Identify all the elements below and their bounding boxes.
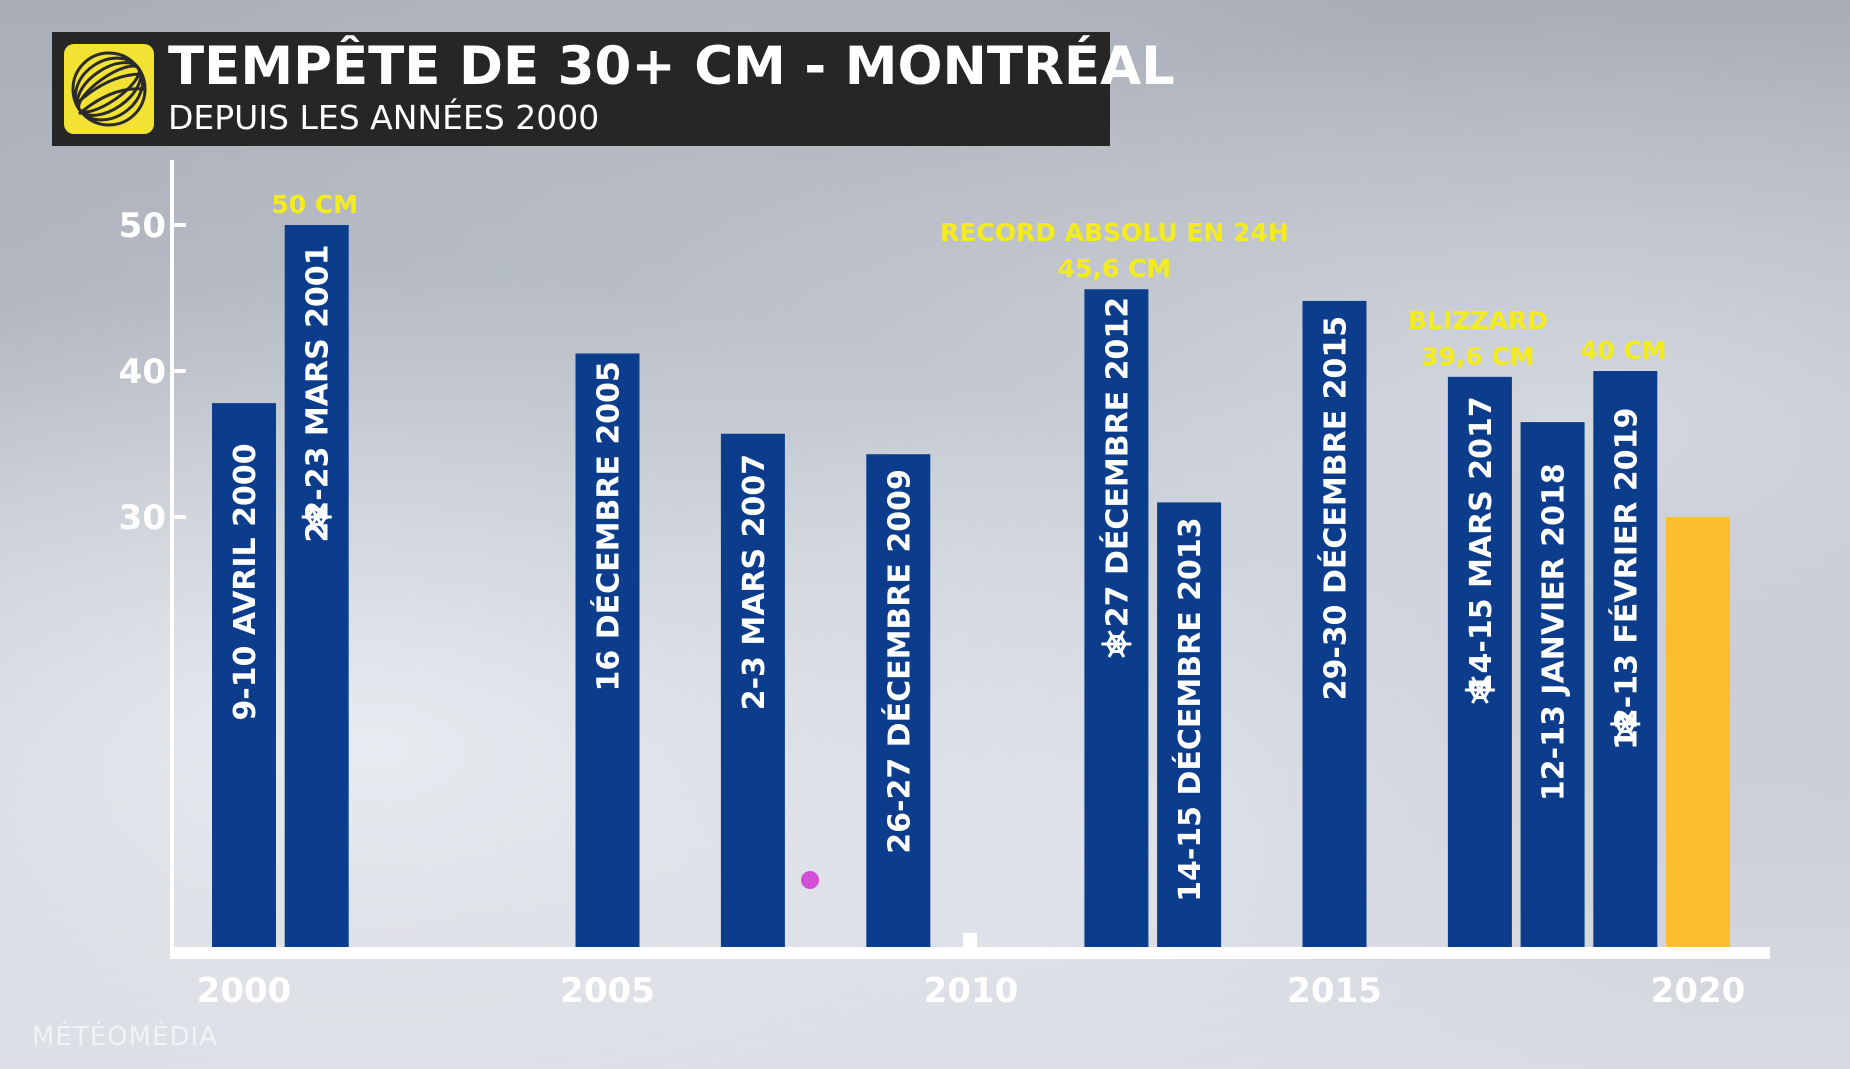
snowflake-icon (1101, 630, 1132, 658)
bar (866, 454, 931, 955)
bar (212, 403, 276, 955)
annotation-label: 40 CM (1580, 336, 1667, 365)
highlight-bar (1666, 517, 1730, 955)
bar (1447, 376, 1512, 956)
title-banner: TEMPÊTE DE 30+ CM - MONTRÉAL DEPUIS LES … (52, 32, 1175, 146)
x-tick-label: 2015 (1287, 971, 1382, 1011)
bar (1157, 502, 1222, 955)
snowflake-icon (1610, 710, 1641, 738)
y-tick-label: 40 (119, 352, 166, 392)
brand-watermark: MÉTÉOMÉDIA (32, 1022, 218, 1052)
snowflake-icon (1464, 676, 1495, 704)
y-tick-label: 50 (119, 206, 166, 246)
bar-label: 9-10 AVRIL 2000 (228, 443, 263, 720)
x-axis-notch (963, 933, 977, 949)
chart-subtitle: DEPUIS LES ANNÉES 2000 (168, 98, 600, 137)
bar (1593, 371, 1658, 955)
y-tick-label: 30 (119, 498, 166, 538)
bar-label: 22-23 MARS 2001 (301, 244, 336, 542)
logo-icon (64, 44, 154, 134)
bar-label: 14-15 MARS 2017 (1464, 396, 1499, 694)
annotation-label: BLIZZARD (1408, 306, 1548, 335)
bar-label: 2-3 MARS 2007 (737, 454, 772, 710)
annotation-label: RECORD ABSOLU EN 24H (940, 218, 1289, 247)
bar (284, 225, 349, 955)
x-tick-label: 2020 (1651, 971, 1746, 1011)
bar (720, 433, 785, 955)
bar-label: 26-27 DÉCEMBRE 2009 (881, 469, 917, 854)
annotation-label: 39,6 CM (1421, 342, 1535, 371)
bar-label: 14-15 DÉCEMBRE 2013 (1172, 517, 1208, 902)
bar-label: 12-13 FÉVRIER 2019 (1608, 408, 1644, 750)
annotation-label: 45,6 CM (1058, 254, 1172, 283)
chart-title: TEMPÊTE DE 30+ CM - MONTRÉAL (168, 36, 1175, 97)
bar-label: 12-13 JANVIER 2018 (1537, 463, 1572, 801)
bar-label: 27 DÉCEMBRE 2012 (1099, 297, 1135, 627)
annotation-label: 50 CM (271, 190, 358, 219)
x-tick-label: 2010 (924, 971, 1019, 1011)
bar-label: 16 DÉCEMBRE 2005 (591, 361, 627, 691)
bar (575, 353, 640, 956)
x-axis-line (170, 947, 1770, 959)
bar (1084, 289, 1149, 955)
x-tick-label: 2005 (560, 971, 655, 1011)
marker-dot (801, 871, 819, 889)
bar-label: 29-30 DÉCEMBRE 2015 (1318, 316, 1354, 701)
bar (1302, 300, 1367, 955)
snowflake-icon (301, 503, 332, 531)
bar (1520, 422, 1585, 956)
x-tick-label: 2000 (197, 971, 292, 1011)
